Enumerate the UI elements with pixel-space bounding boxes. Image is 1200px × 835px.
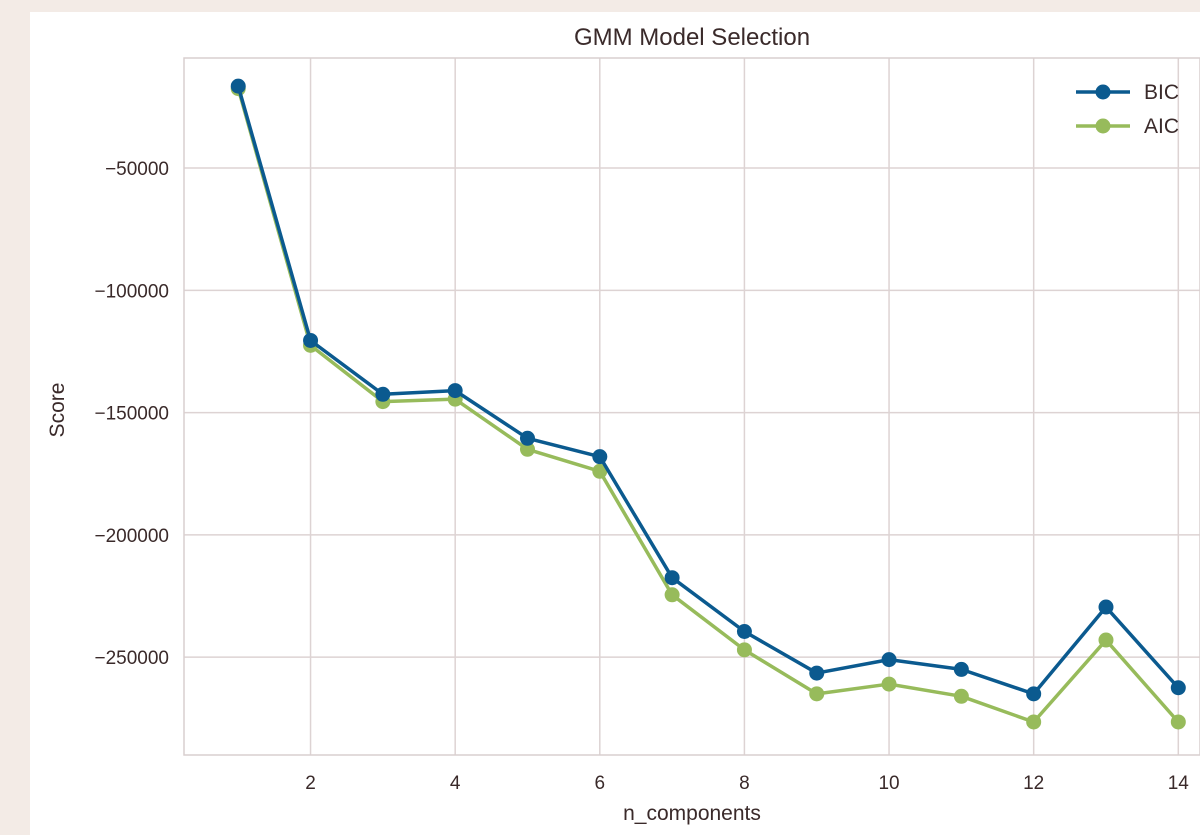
series-line-aic xyxy=(236,88,1180,724)
data-point-bic xyxy=(230,78,246,94)
data-point-aic xyxy=(809,686,825,702)
chart-title: GMM Model Selection xyxy=(574,24,810,51)
series-bic xyxy=(230,78,1186,702)
y-tick-label: −100000 xyxy=(95,281,170,302)
series-aic xyxy=(230,81,1186,730)
data-point-aic xyxy=(1098,632,1114,648)
data-point-bic xyxy=(303,332,319,348)
x-tick-label: 12 xyxy=(1023,773,1044,794)
data-point-bic xyxy=(519,430,535,446)
y-tick-label: −200000 xyxy=(95,526,170,547)
x-tick-label: 6 xyxy=(595,773,606,794)
legend-item-aic: AIC xyxy=(1076,115,1179,138)
grid xyxy=(184,58,1200,755)
data-point-bic xyxy=(664,570,680,586)
legend-swatch-marker xyxy=(1095,118,1111,134)
legend-swatch-marker xyxy=(1095,84,1111,100)
data-point-aic xyxy=(592,463,608,479)
data-point-aic xyxy=(953,688,969,704)
y-tick-label: −250000 xyxy=(95,648,170,669)
x-tick-label: 14 xyxy=(1168,773,1190,794)
data-point-bic xyxy=(375,386,391,402)
tick-labels: 2 4 6 8 10 12 14 −50000 −100000 −150000 −200000 −25… xyxy=(95,159,1190,794)
chart-figure: 2 4 6 8 10 12 14 −50000 −100000 −150000 −200000 −25… xyxy=(30,12,1200,835)
data-point-bic xyxy=(1026,686,1042,702)
data-point-bic xyxy=(592,449,608,465)
data-point-bic xyxy=(1098,599,1114,615)
legend-item-bic: BIC xyxy=(1076,81,1179,104)
legend: BIC AIC xyxy=(1076,81,1179,138)
plot-frame xyxy=(183,57,1200,756)
y-tick-label: −50000 xyxy=(105,159,169,180)
x-tick-label: 4 xyxy=(450,773,461,794)
data-point-bic xyxy=(1170,680,1186,696)
series-line-bic xyxy=(236,85,1180,696)
x-axis-label: n_components xyxy=(623,802,761,825)
data-point-bic xyxy=(881,652,897,668)
data-point-aic xyxy=(1026,714,1042,730)
y-axis-label: Score xyxy=(46,383,69,438)
data-point-bic xyxy=(447,383,463,399)
data-point-aic xyxy=(664,587,680,603)
data-point-bic xyxy=(953,661,969,677)
data-point-aic xyxy=(736,642,752,658)
series-layer xyxy=(230,78,1186,730)
legend-label: BIC xyxy=(1144,81,1179,104)
legend-label: AIC xyxy=(1144,115,1179,138)
data-point-bic xyxy=(809,665,825,681)
y-tick-label: −150000 xyxy=(95,404,170,425)
line-chart: 2 4 6 8 10 12 14 −50000 −100000 −150000 −200000 −25… xyxy=(46,24,1200,825)
x-tick-label: 10 xyxy=(878,773,899,794)
x-tick-label: 8 xyxy=(739,773,750,794)
data-point-aic xyxy=(1170,714,1186,730)
data-point-aic xyxy=(881,676,897,692)
x-tick-label: 2 xyxy=(305,773,316,794)
data-point-bic xyxy=(736,623,752,639)
data-point-aic xyxy=(519,441,535,457)
